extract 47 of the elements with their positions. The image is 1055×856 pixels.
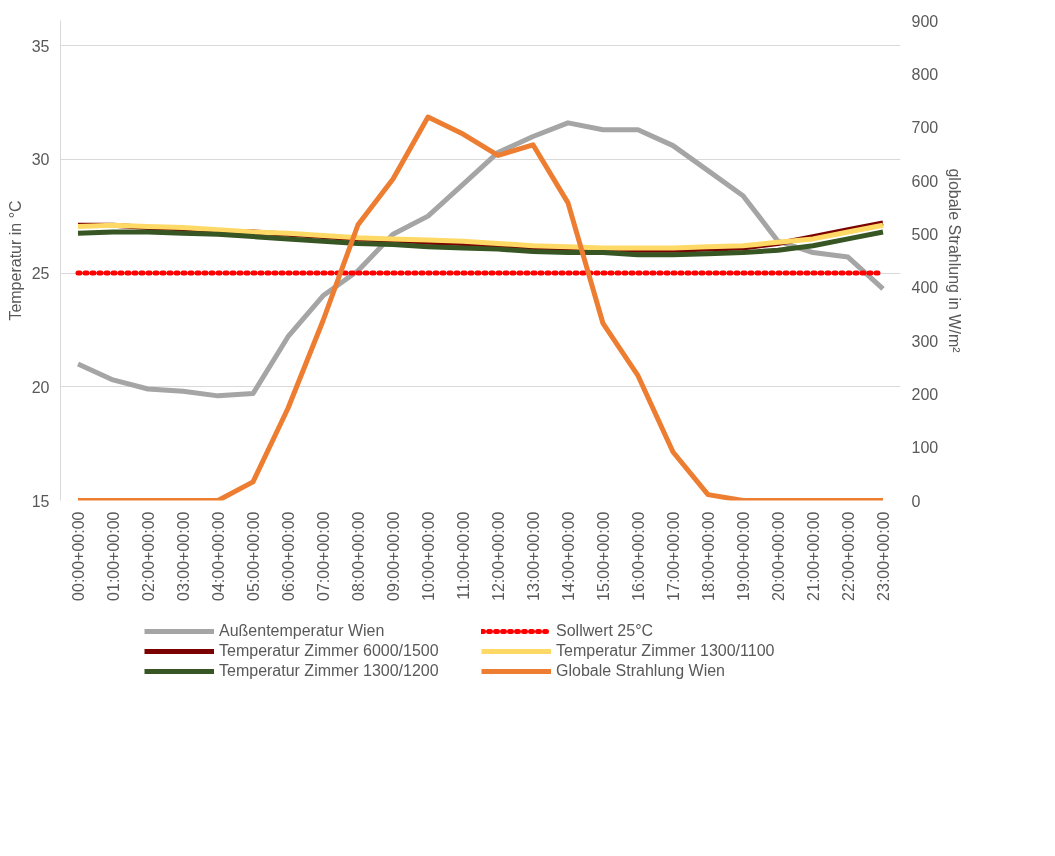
- y2-tick-label: 900: [911, 12, 939, 30]
- x-tick-label: 03:00+00:00: [174, 511, 192, 601]
- x-tick-label: 19:00+00:00: [734, 511, 752, 601]
- x-tick-label: 00:00+00:00: [69, 511, 87, 601]
- y-tick-label: 35: [31, 37, 50, 55]
- x-tick-label: 07:00+00:00: [314, 511, 332, 601]
- y2-tick-label: 300: [911, 332, 939, 350]
- x-tick-label: 14:00+00:00: [559, 511, 577, 601]
- x-tick-label: 23:00+00:00: [874, 511, 892, 601]
- x-tick-label: 20:00+00:00: [769, 511, 787, 601]
- y2-tick-label: 200: [911, 385, 939, 403]
- x-tick-label: 11:00+00:00: [454, 511, 472, 600]
- legend-label: Temperatur Zimmer 6000/1500: [219, 641, 440, 660]
- legend-label: Außentemperatur Wien: [219, 621, 386, 640]
- x-tick-label: 12:00+00:00: [489, 511, 507, 601]
- legend-label: Temperatur Zimmer 1300/1100: [556, 641, 776, 660]
- x-tick-label: 10:00+00:00: [419, 511, 437, 601]
- x-tick-label: 16:00+00:00: [629, 511, 647, 601]
- x-tick-label: 01:00+00:00: [104, 511, 122, 601]
- y-tick-label: 15: [31, 492, 50, 510]
- y-tick-label: 25: [31, 265, 50, 283]
- y2-tick-label: 400: [911, 279, 939, 297]
- y2-tick-label: 500: [911, 225, 939, 243]
- y2-tick-label: 0: [911, 492, 921, 510]
- x-tick-label: 22:00+00:00: [839, 511, 857, 601]
- legend-label: Sollwert 25°C: [556, 621, 655, 640]
- x-tick-label: 15:00+00:00: [594, 511, 612, 601]
- y2-tick-label: 800: [911, 65, 939, 83]
- x-tick-label: 04:00+00:00: [209, 511, 227, 601]
- x-tick-label: 08:00+00:00: [349, 511, 367, 601]
- x-tick-label: 05:00+00:00: [244, 511, 262, 601]
- x-tick-label: 18:00+00:00: [699, 511, 717, 601]
- x-tick-label: 21:00+00:00: [804, 511, 822, 601]
- x-tick-label: 02:00+00:00: [139, 511, 157, 601]
- legend-label: Globale Strahlung Wien: [556, 661, 726, 680]
- legend-label: Temperatur Zimmer 1300/1200: [219, 661, 440, 680]
- y-tick-label: 20: [31, 378, 50, 396]
- y2-tick-label: 600: [911, 172, 939, 190]
- y2-tick-label: 700: [911, 119, 939, 137]
- y2-tick-label: 100: [911, 439, 939, 457]
- x-tick-label: 17:00+00:00: [664, 511, 682, 601]
- y-axis-title: Temperatur in °C: [6, 200, 24, 321]
- x-tick-label: 06:00+00:00: [279, 511, 297, 601]
- y2-axis-title: globale Strahlung in W/m²: [946, 168, 964, 354]
- x-tick-label: 13:00+00:00: [524, 511, 542, 601]
- x-tick-label: 09:00+00:00: [384, 511, 402, 601]
- y-tick-label: 30: [31, 151, 50, 169]
